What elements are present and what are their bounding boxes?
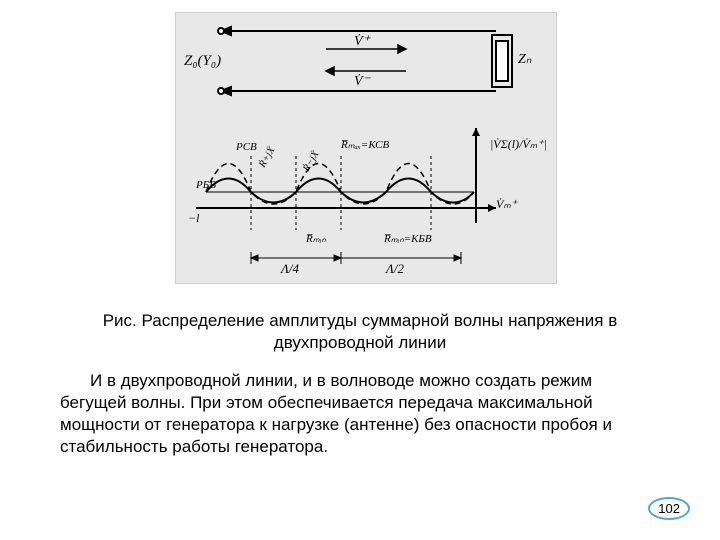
label-vplus: V̇⁺	[354, 33, 372, 49]
label-r-minus-jx: Ṙ−jẊ	[300, 148, 322, 174]
label-r-plus-jx: Ṙ+jẊ	[256, 144, 278, 170]
label-z0: Z₀(Y₀)	[184, 53, 221, 69]
curve-dashed	[206, 164, 474, 205]
page-number: 102	[648, 497, 690, 520]
body-paragraph: И в двухпроводной линии, и в волноводе м…	[60, 370, 660, 458]
label-lambda4: Λ/4	[279, 261, 299, 276]
label-rmax-ksv: R̅ₘₐₓ=КСВ	[340, 139, 389, 151]
label-rmin: R̅ₘᵢₙ	[305, 233, 326, 245]
label-lambda2: Λ/2	[384, 261, 404, 276]
label-pbv: РБВ	[195, 179, 216, 191]
bottom-diagram: РСВ Ṙ+jẊ Ṙ−jẊ R̅ₘₐₓ=КСВ РБВ |V̇Σ(l)/…	[176, 108, 556, 283]
label-rmin-kbv: R̅ₘᵢₙ=КБВ	[383, 233, 432, 245]
label-zn: Zₙ	[518, 52, 532, 67]
label-minus-l: −l	[188, 211, 200, 225]
figure-panel: Z₀(Y₀) V̇⁺ V̇⁻ Zₙ	[175, 12, 557, 284]
label-vminus: V̇⁻	[354, 73, 372, 89]
page: Z₀(Y₀) V̇⁺ V̇⁻ Zₙ	[0, 0, 720, 540]
figure-caption: Рис. Распределение амплитуды суммарной в…	[90, 310, 630, 354]
label-vmplus: V̇ₘ⁺	[496, 197, 519, 211]
label-axis-y: |V̇Σ(l)/V̇ₘ⁺|	[490, 137, 547, 151]
label-psv: РСВ	[235, 141, 257, 153]
top-diagram: Z₀(Y₀) V̇⁺ V̇⁻ Zₙ	[176, 13, 556, 108]
